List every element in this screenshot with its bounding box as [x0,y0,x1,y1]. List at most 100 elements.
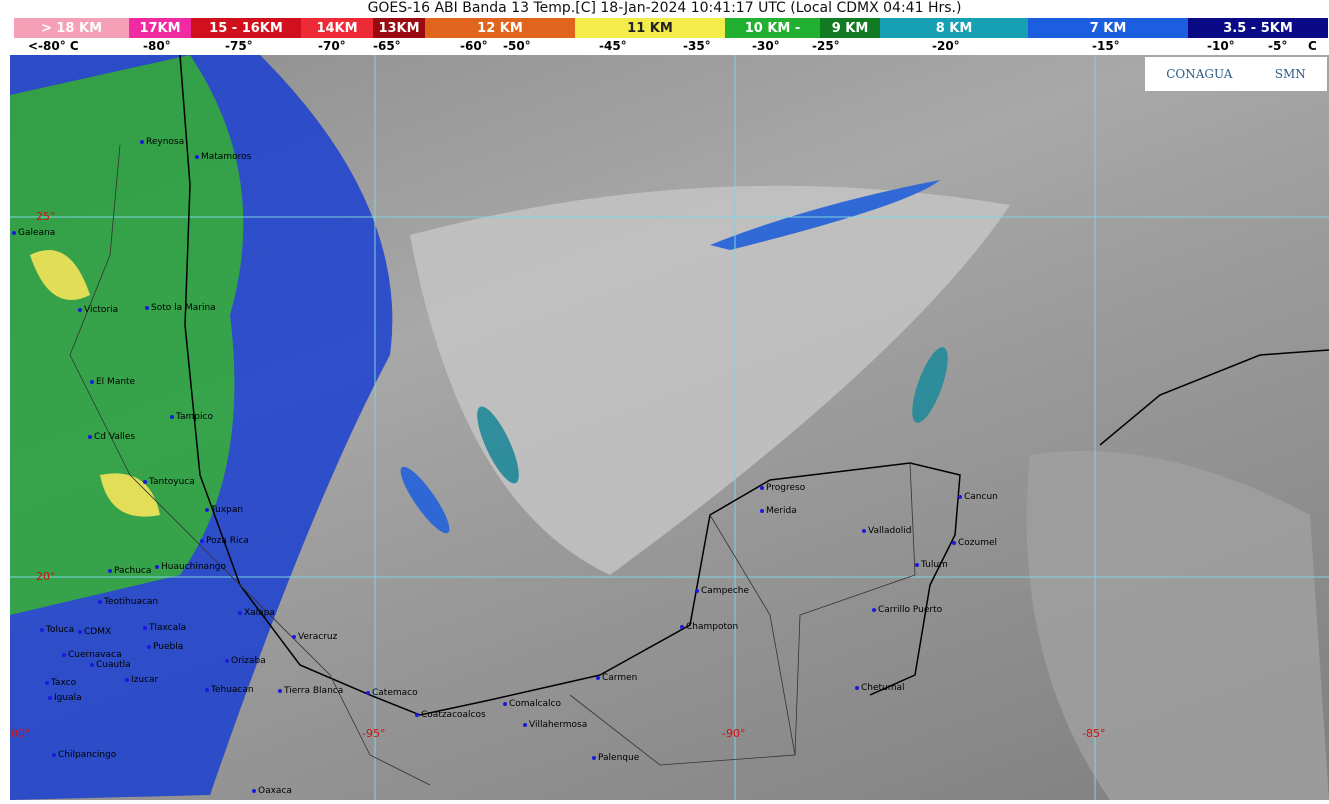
city-label: Cozumel [952,538,997,548]
city-name: Valladolid [868,526,912,536]
city-name: Poza Rica [206,536,249,546]
city-dot-icon [143,480,147,484]
city-dot-icon [680,625,684,629]
longitude-label: -90° [722,727,746,740]
agency-logos: CONAGUA SMN [1145,57,1327,91]
city-label: Campeche [695,586,749,596]
city-name: Coatzacoalcos [421,710,486,720]
temperature-label: -80° [143,39,171,53]
city-dot-icon [90,663,94,667]
temperature-label: -70° [318,39,346,53]
city-dot-icon [225,659,229,663]
city-label: Victoria [78,305,118,315]
city-name: Huauchinango [161,562,226,572]
city-label: Carmen [596,673,637,683]
scale-segment: 15 - 16KM [191,18,301,38]
cloud-green [10,55,244,615]
image-title: GOES-16 ABI Banda 13 Temp.[C] 18-Jan-202… [367,0,962,16]
temperature-label: -15° [1092,39,1120,53]
city-label: Cd Valles [88,432,135,442]
city-dot-icon [108,569,112,573]
city-label: Tulum [915,560,948,570]
city-dot-icon [195,155,199,159]
city-name: Orizaba [231,656,266,666]
city-label: Orizaba [225,656,266,666]
city-label: Villahermosa [523,720,587,730]
city-dot-icon [205,508,209,512]
coastlines [179,55,1329,716]
city-label: Matamoros [195,152,251,162]
city-label: Tampico [170,412,213,422]
city-dot-icon [78,308,82,312]
city-label: Tuxpan [205,505,243,515]
city-label: Valladolid [862,526,911,536]
city-dot-icon [952,541,956,545]
scale-segment: 10 KM - [725,18,820,38]
state-borders [69,144,916,786]
cloud-mass-caribbean [1026,451,1329,800]
city-dot-icon [170,415,174,419]
city-dot-icon [760,486,764,490]
city-name: Galeana [18,228,56,238]
smn-logo: SMN [1274,67,1306,81]
latitude-label: 20° [36,570,56,583]
city-dot-icon [205,688,209,692]
city-name: Veracruz [298,632,338,642]
city-label: Reynosa [140,137,184,147]
city-dot-icon [872,608,876,612]
temperature-label: -5° [1268,39,1288,53]
temperature-label: -35° [683,39,711,53]
city-dot-icon [78,630,82,634]
city-name: Comalcalco [509,699,561,709]
city-name: Cancun [964,492,998,502]
city-dot-icon [52,753,56,757]
cloud-cell [477,406,519,484]
city-dot-icon [366,691,370,695]
city-label: Carrillo Puerto [872,605,942,615]
city-label: Chilpancingo [52,750,116,760]
city-dot-icon [143,626,147,630]
temperature-scale: <-80° C -80° -75° -70° -65° -60° -50° -45° -35° -… [0,38,1329,55]
city-dot-icon [48,696,52,700]
city-name: Xalapa [244,608,275,618]
city-name: Cuautla [96,660,131,670]
city-dot-icon [855,686,859,690]
city-name: Chilpancingo [58,750,117,760]
city-label: Soto la Marina [145,303,216,313]
city-dot-icon [238,611,242,615]
scale-segment: 9 KM [820,18,880,38]
scale-segment: > 18 KM [14,18,129,38]
city-dot-icon [98,600,102,604]
city-label: Tantoyuca [143,477,195,487]
city-label: Merida [760,506,797,516]
city-label: Tlaxcala [143,623,186,633]
city-dot-icon [145,306,149,310]
latitude-label: 25° [36,210,56,223]
city-label: Xalapa [238,608,275,618]
city-dot-icon [88,435,92,439]
city-name: Cd Valles [94,432,136,442]
city-label: Galeana [12,228,55,238]
city-name: Tulum [921,560,948,570]
color-scale-bar: > 18 KM 17KM 15 - 16KM 14KM 13KM 12 KM 11 KM 10… [14,18,1329,38]
cloud-cell [912,347,948,423]
city-label: Tierra Blanca [278,686,343,696]
city-dot-icon [252,789,256,793]
city-dot-icon [125,678,129,682]
scale-segment: 11 KM [575,18,725,38]
city-label: Palenque [592,753,639,763]
longitude-label: -85° [1082,727,1106,740]
temperature-label: C [1308,39,1317,53]
cloud-band-north [710,180,940,250]
longitude-label: -100° [10,727,31,740]
temperature-label: -10° [1207,39,1235,53]
city-label: Toluca [40,625,74,635]
temperature-label: -25° [812,39,840,53]
city-dot-icon [523,723,527,727]
city-name: Chetumal [861,683,905,693]
city-name: Tuxpan [211,505,244,515]
city-label: Iguala [48,693,82,703]
city-dot-icon [862,529,866,533]
temperature-label: -60° [460,39,488,53]
city-dot-icon [958,495,962,499]
